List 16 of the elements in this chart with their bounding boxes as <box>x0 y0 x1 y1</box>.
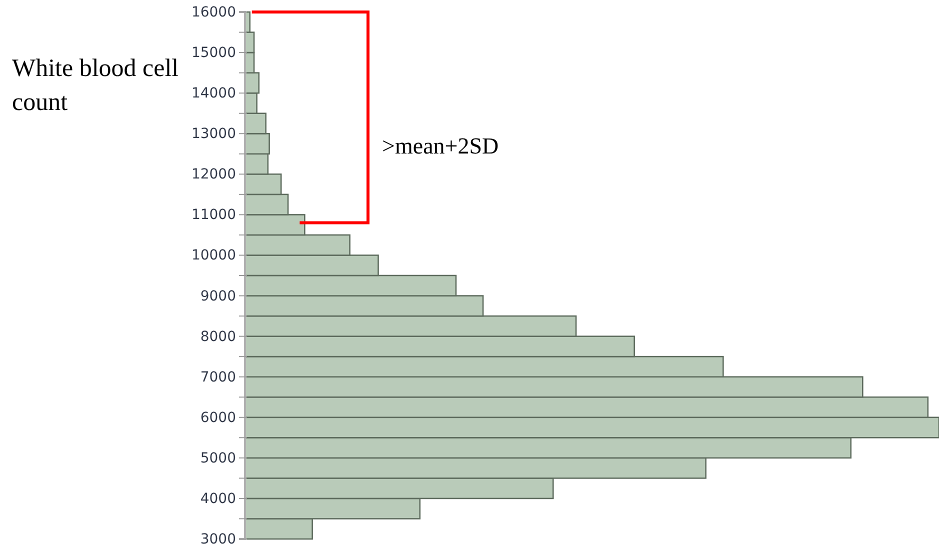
y-tick-label: 12000 <box>191 166 236 183</box>
y-tick-label: 16000 <box>191 4 236 20</box>
y-tick-label: 8000 <box>200 328 236 345</box>
y-tick-label: 7000 <box>200 369 236 386</box>
y-tick-label: 9000 <box>200 288 236 304</box>
y-tick-label: 11000 <box>191 207 236 224</box>
y-tick-label: 10000 <box>191 248 236 264</box>
y-tick-label: 6000 <box>200 410 236 426</box>
y-tick-label: 4000 <box>200 490 236 507</box>
y-axis-title: White blood cell count <box>12 55 179 116</box>
y-tick-label: 14000 <box>191 86 236 102</box>
y-tick-label: 13000 <box>191 126 236 142</box>
annotation: >mean+2SD <box>382 133 499 158</box>
y-tick-label: 3000 <box>200 531 236 547</box>
y-tick-label: 5000 <box>200 450 236 466</box>
y-tick-label: 15000 <box>191 45 236 62</box>
